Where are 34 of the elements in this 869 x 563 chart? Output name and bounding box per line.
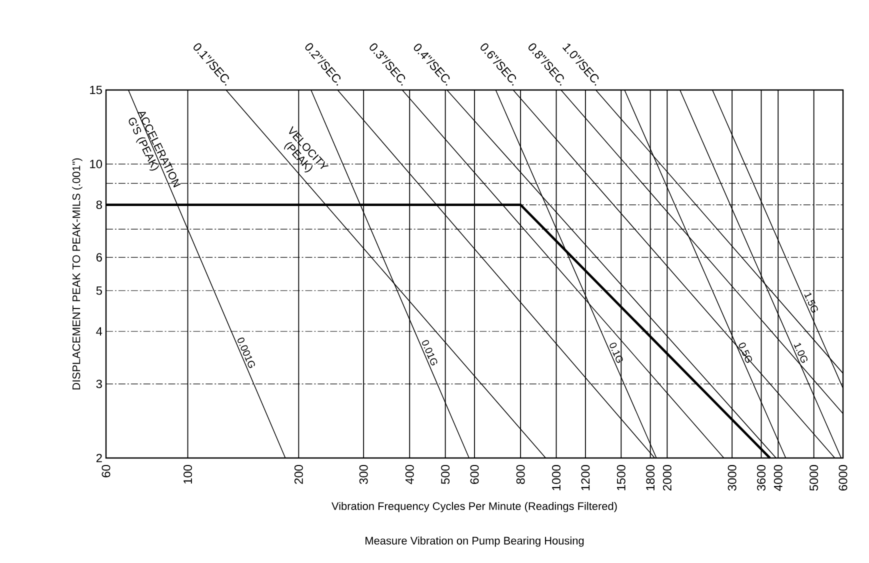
text: 1.0G bbox=[794, 342, 808, 363]
text: 0.1G bbox=[610, 342, 623, 363]
x-tick-label: 3600 bbox=[757, 464, 766, 491]
x-tick-label: 60 bbox=[102, 464, 110, 478]
x-tick-label: 100 bbox=[184, 464, 192, 484]
y-tick-label: 2 bbox=[96, 454, 102, 462]
x-axis-title: Vibration Frequency Cycles Per Minute (Readings Filtered) bbox=[332, 502, 617, 512]
x-tick-label: 1500 bbox=[616, 464, 626, 490]
text: 0.01G bbox=[422, 340, 438, 366]
x-tick-label: 800 bbox=[516, 464, 525, 484]
y-axis-title: DISPLACEMENT PEAK TO PEAK-MILS (.001") bbox=[72, 158, 82, 390]
x-tick-label: 5000 bbox=[810, 464, 818, 491]
y-tick-label: 10 bbox=[90, 160, 102, 168]
x-tick-label: 2000 bbox=[662, 464, 672, 491]
y-tick-label: 3 bbox=[96, 380, 102, 388]
y-tick-label: 5 bbox=[96, 286, 102, 295]
y-tick-label: 15 bbox=[90, 86, 102, 94]
x-tick-label: 600 bbox=[470, 464, 479, 484]
x-tick-label: 300 bbox=[359, 464, 368, 484]
y-tick-label: 6 bbox=[96, 253, 102, 262]
text: Measure Vibration on Pump Bearing Housing bbox=[366, 536, 584, 547]
text: 0.5G bbox=[738, 342, 752, 363]
text: 1.5G bbox=[804, 292, 818, 313]
x-tick-label: 4000 bbox=[774, 464, 782, 491]
x-tick-label: 1000 bbox=[552, 464, 560, 490]
x-tick-label: 1200 bbox=[581, 464, 590, 490]
y-tick-label: 4 bbox=[96, 327, 102, 336]
x-tick-label: 1800 bbox=[646, 464, 655, 490]
x-tick-label: 6000 bbox=[838, 464, 848, 491]
y-tick-label: 8 bbox=[96, 200, 102, 210]
x-tick-label: 400 bbox=[405, 464, 414, 484]
x-tick-label: 200 bbox=[294, 464, 303, 484]
x-tick-label: 3000 bbox=[728, 464, 736, 491]
x-tick-label: 500 bbox=[441, 464, 450, 484]
